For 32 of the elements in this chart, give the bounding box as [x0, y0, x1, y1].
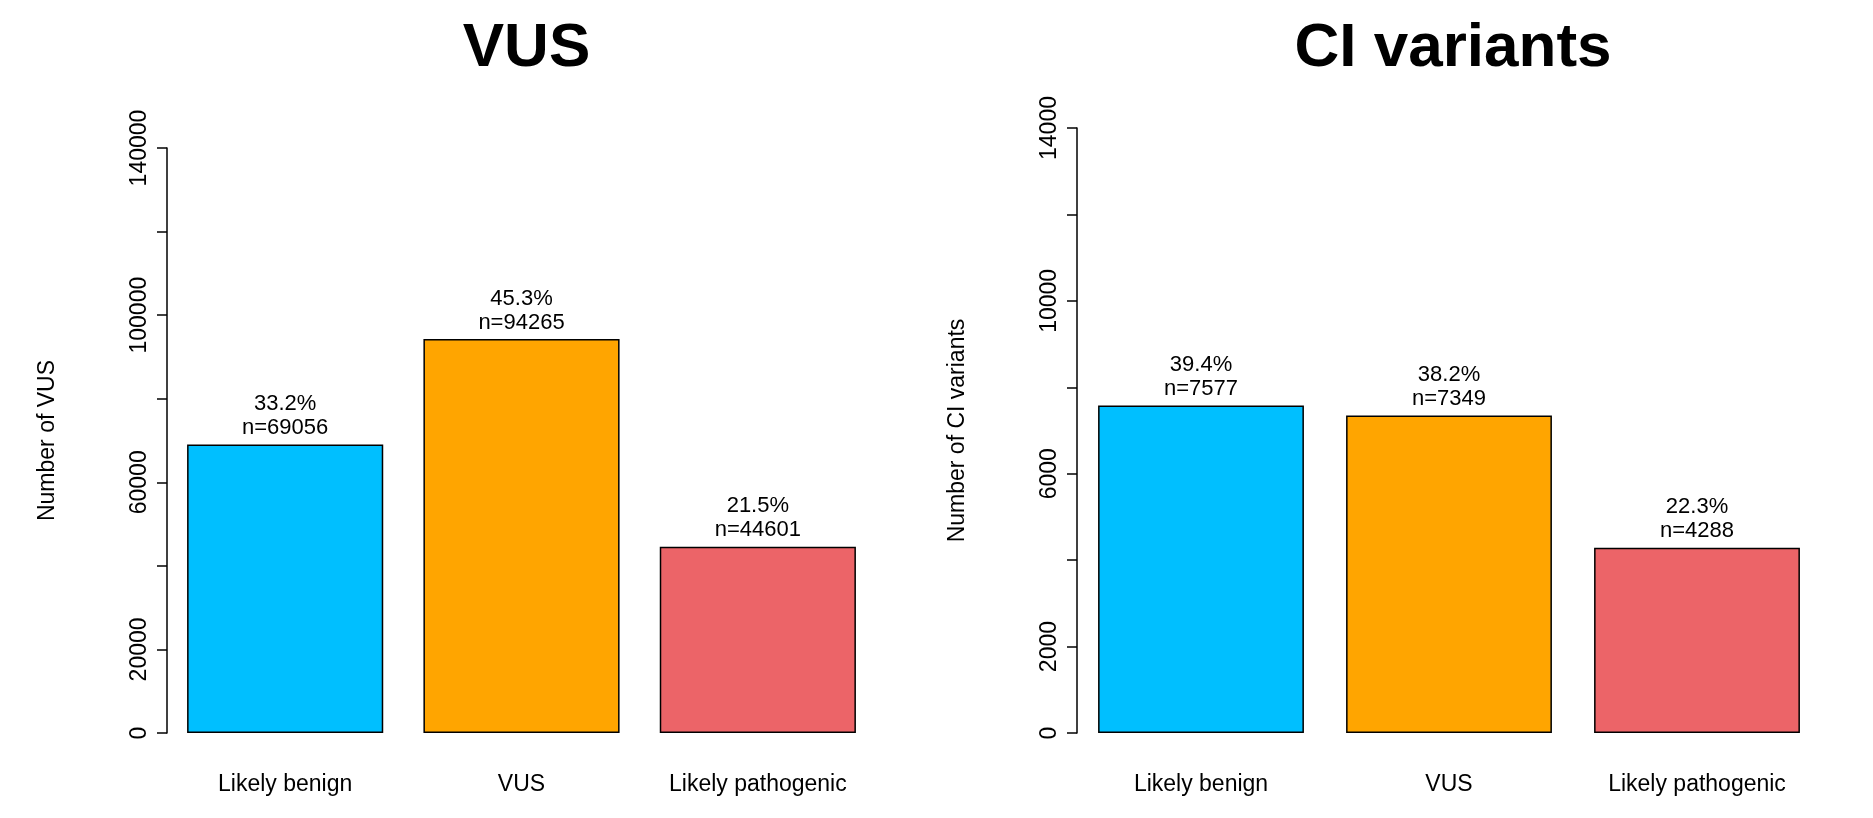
x-tick-label: Likely benign	[218, 769, 353, 796]
data-label: 38.2% n=7349	[1411, 360, 1487, 410]
bar	[659, 546, 856, 733]
bar	[1346, 415, 1552, 733]
data-label: 21.5% n=44601	[714, 492, 801, 542]
y-axis-title: Number of CI variants	[942, 318, 969, 543]
bar	[423, 339, 620, 733]
x-tick-label: Likely benign	[1133, 769, 1269, 796]
chart-title: CI variants	[1294, 9, 1612, 79]
data-label: 22.3% n=4288	[1659, 493, 1735, 543]
y-tick-label: 140000	[124, 109, 151, 187]
data-label: 39.4% n=7577	[1163, 351, 1239, 401]
data-label: 45.3% n=94265	[478, 284, 565, 334]
y-tick-label: 100000	[124, 276, 151, 354]
x-tick-label: Likely pathogenic	[668, 769, 847, 796]
y-tick-label: 2000	[1034, 620, 1061, 673]
y-tick-label: 20000	[124, 617, 151, 682]
x-tick-label: VUS	[1425, 769, 1473, 796]
y-axis-title: Number of VUS	[32, 359, 59, 522]
x-tick-label: Likely pathogenic	[1608, 769, 1786, 796]
y-tick-label: 0	[1034, 726, 1061, 740]
y-tick-label: 0	[124, 726, 151, 740]
x-tick-label: VUS	[497, 769, 546, 796]
y-tick-label: 14000	[1034, 96, 1061, 160]
chart-title: VUS	[462, 9, 591, 79]
bar	[187, 444, 384, 733]
data-label: 33.2% n=69056	[242, 389, 329, 439]
y-tick-label: 6000	[1034, 448, 1061, 500]
y-tick-label: 60000	[124, 450, 151, 515]
y-tick-label: 10000	[1034, 268, 1061, 333]
bar	[1594, 547, 1800, 733]
bar	[1098, 405, 1304, 733]
